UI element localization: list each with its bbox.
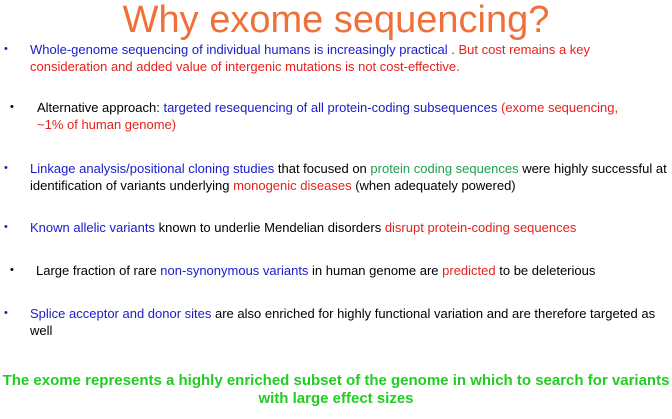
text-segment: non-synonymous variants xyxy=(160,263,313,278)
text-segment: Alternative approach: xyxy=(37,100,164,115)
text-segment: (exome sequencing, ~1% of human genome) xyxy=(37,100,619,132)
text-segment: to be deleterious xyxy=(499,263,596,278)
bullet-item: • Whole-genome sequencing of individual … xyxy=(4,41,668,75)
text-segment: Splice acceptor and donor sites xyxy=(30,306,215,321)
text-segment: known to underlie Mendelian disorders xyxy=(158,220,385,235)
text-segment: Known allelic variants xyxy=(30,220,159,235)
bullet-text: Whole-genome sequencing of individual hu… xyxy=(4,41,668,75)
bullet-item: • Alternative approach: targeted reseque… xyxy=(10,99,620,133)
slide-title: Why exome sequencing? xyxy=(122,0,550,41)
conclusion-text: The exome represents a highly enriched s… xyxy=(2,372,670,407)
text-segment: were highly successful at identification… xyxy=(30,161,667,193)
bullet-dot: • xyxy=(4,221,8,233)
text-segment: protein coding sequences xyxy=(370,161,523,176)
text-segment: predicted xyxy=(442,263,500,278)
text-segment: are also enriched for highly functional … xyxy=(30,306,656,338)
text-segment: But cost remains a key consideration and… xyxy=(30,42,591,74)
text-segment: targeted resequencing of all protein-cod… xyxy=(163,100,501,115)
text-segment: Large fraction of rare xyxy=(36,263,161,278)
bullet-dot: • xyxy=(4,162,8,174)
bullet-item: • Splice acceptor and donor sites are al… xyxy=(4,305,668,339)
bullet-text: Linkage analysis/positional cloning stud… xyxy=(4,160,668,194)
text-segment: in human genome are xyxy=(312,263,443,278)
text-segment: disrupt protein-coding sequences xyxy=(384,220,577,235)
text-segment: Whole-genome sequencing of individual hu… xyxy=(30,42,459,57)
bullet-item: • Large fraction of rare non-synonymous … xyxy=(10,262,670,279)
bullet-text: Known allelic variants known to underlie… xyxy=(4,219,668,236)
text-segment: (when adequately powered) xyxy=(355,178,516,193)
bullet-dot: • xyxy=(4,43,8,55)
text-segment: Linkage analysis/positional cloning stud… xyxy=(30,161,278,176)
bullet-item: • Linkage analysis/positional cloning st… xyxy=(4,160,668,194)
bullet-dot: • xyxy=(10,101,14,113)
bullet-dot: • xyxy=(10,264,14,276)
bullet-text: Large fraction of rare non-synonymous va… xyxy=(10,262,670,279)
bullet-item: • Known allelic variants known to underl… xyxy=(4,219,668,236)
bullet-dot: • xyxy=(4,307,8,319)
bullet-text: Alternative approach: targeted resequenc… xyxy=(10,99,620,133)
text-segment: monogenic diseases xyxy=(233,178,356,193)
bullet-text: Splice acceptor and donor sites are also… xyxy=(4,305,668,339)
text-segment: that focused on xyxy=(277,161,371,176)
